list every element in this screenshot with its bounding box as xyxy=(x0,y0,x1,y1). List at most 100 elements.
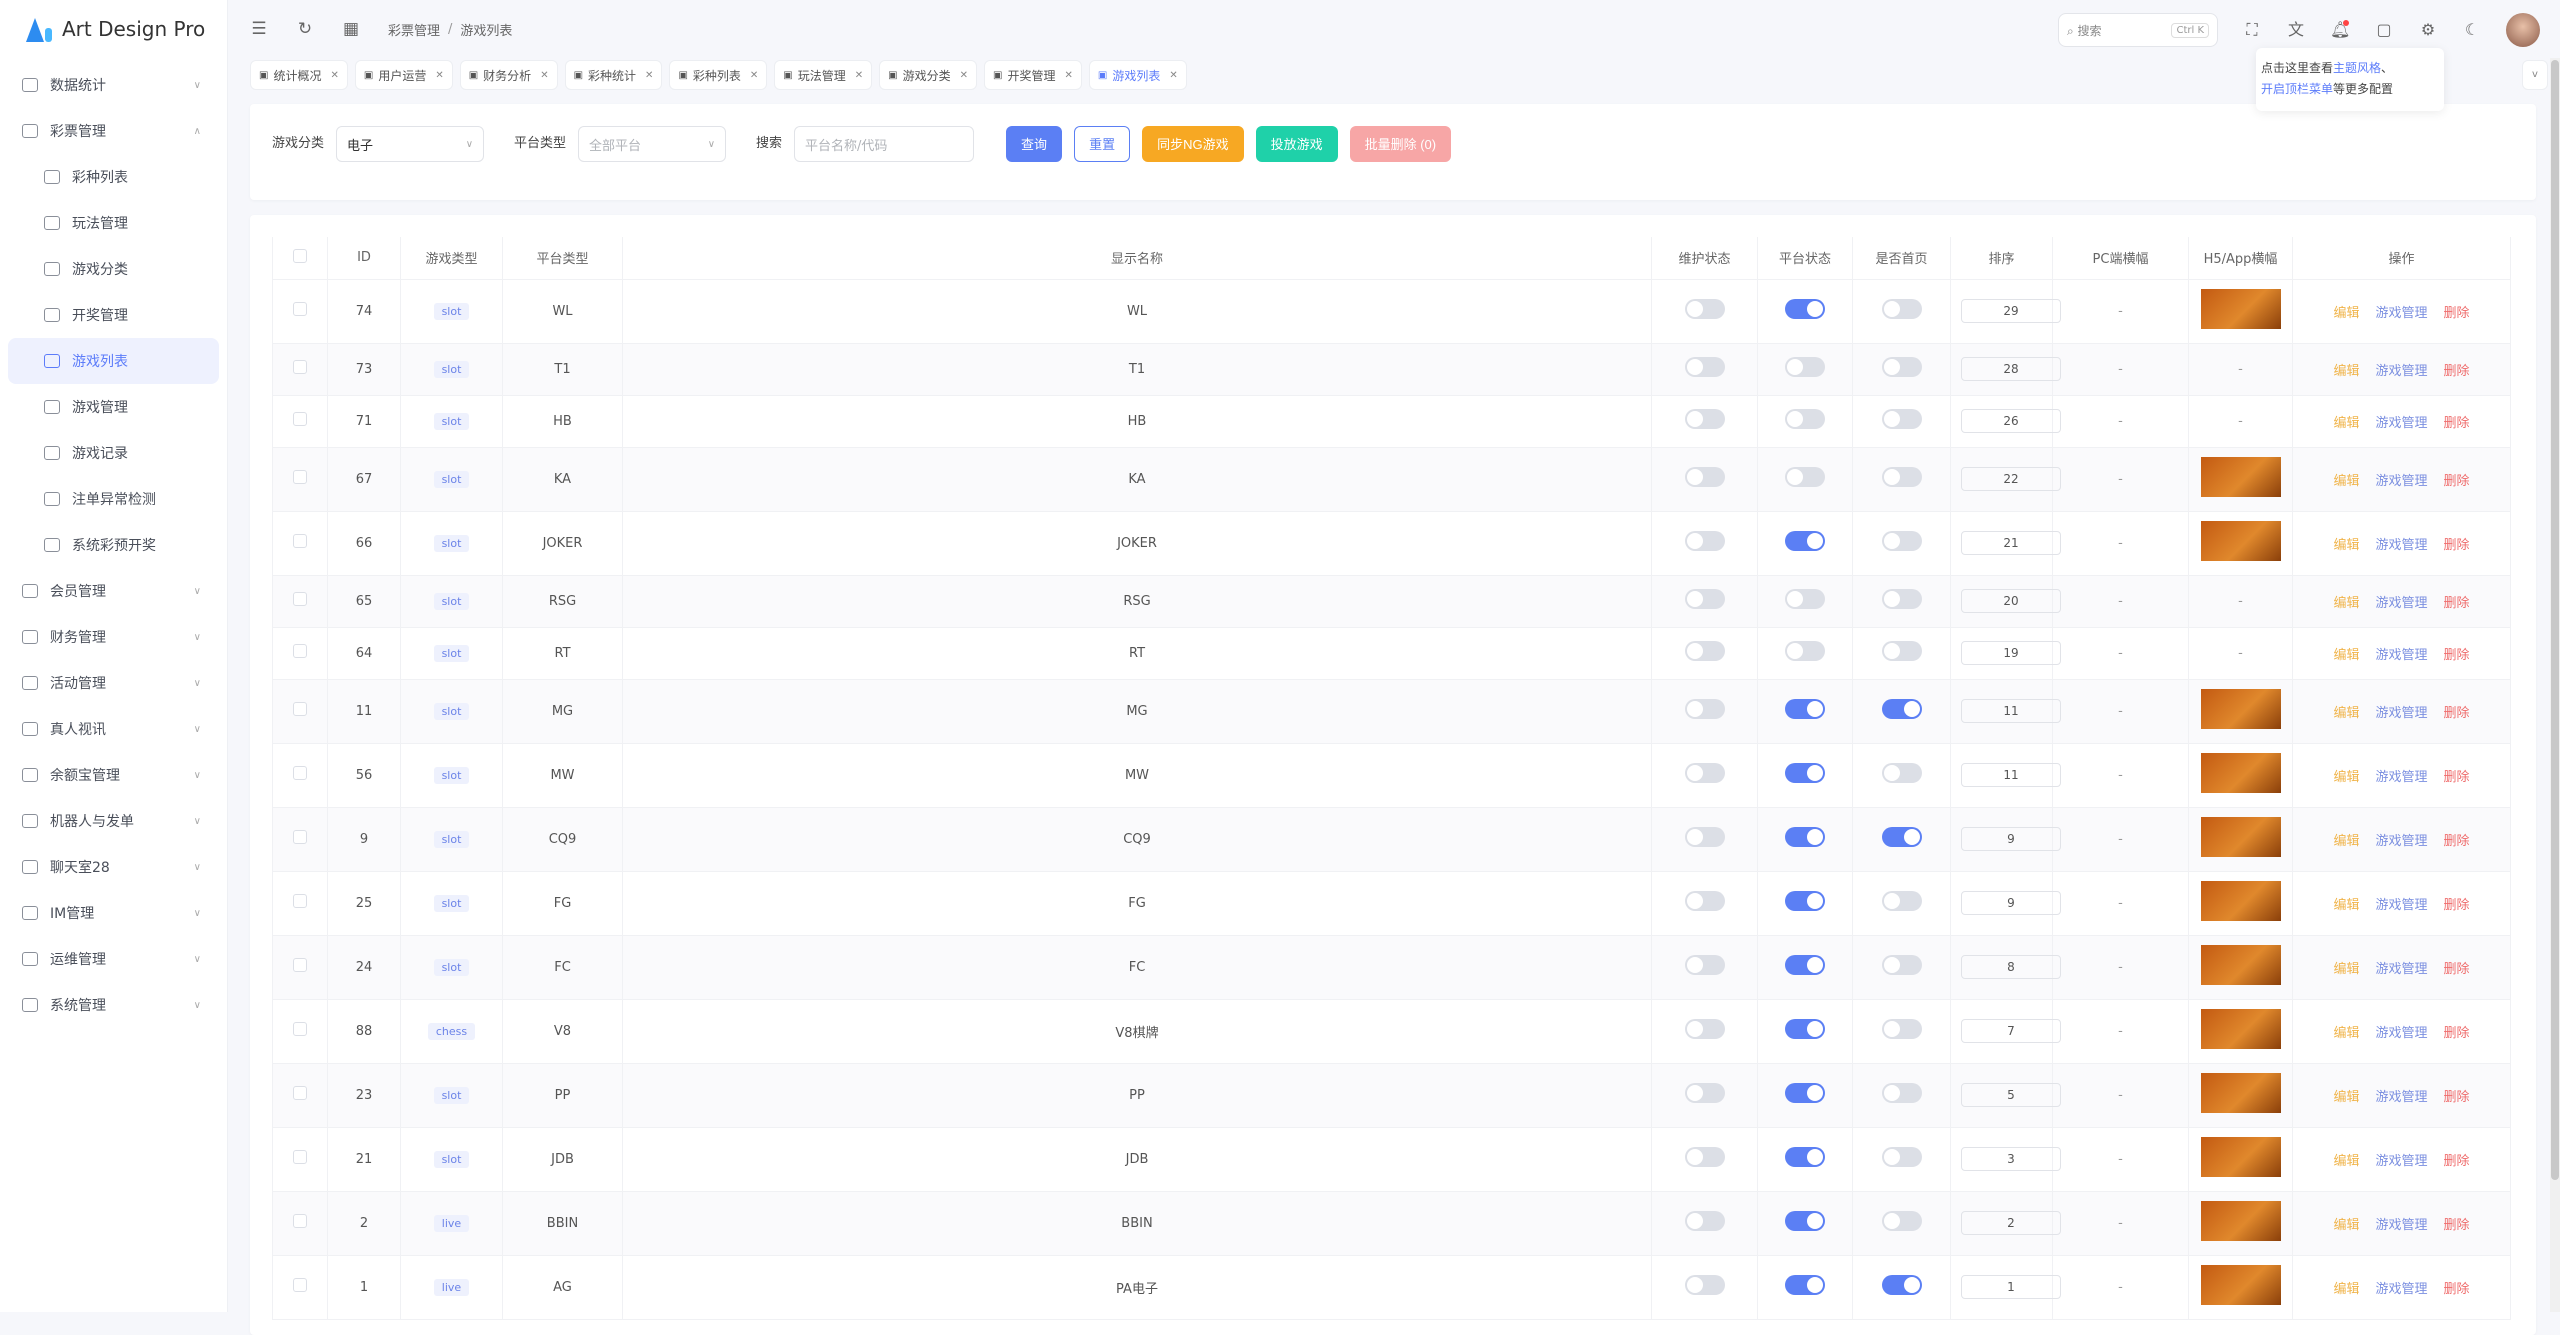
tab-item[interactable]: ▣ 统计概况 ✕ xyxy=(250,60,348,90)
sidebar-item[interactable]: 系统管理 ∨ xyxy=(0,982,227,1028)
scrollbar-thumb[interactable] xyxy=(2551,60,2559,1180)
sidebar-item[interactable]: 聊天室28 ∨ xyxy=(0,844,227,890)
delete-link[interactable]: 删除 xyxy=(2443,961,2470,977)
tab-item[interactable]: ▣ 玩法管理 ✕ xyxy=(774,60,873,90)
maintenance-toggle[interactable] xyxy=(1684,1275,1725,1295)
edit-link[interactable]: 编辑 xyxy=(2333,595,2360,611)
tab-item[interactable]: ▣ 游戏分类 ✕ xyxy=(879,60,978,90)
platform-status-toggle[interactable] xyxy=(1785,589,1825,609)
edit-link[interactable]: 编辑 xyxy=(2333,647,2360,663)
edit-link[interactable]: 编辑 xyxy=(2333,363,2360,379)
edit-link[interactable]: 编辑 xyxy=(2333,1025,2360,1041)
row-checkbox[interactable] xyxy=(293,470,307,484)
platform-status-toggle[interactable] xyxy=(1785,827,1825,847)
row-checkbox[interactable] xyxy=(293,958,307,972)
delete-link[interactable]: 删除 xyxy=(2443,1153,2470,1169)
row-checkbox[interactable] xyxy=(293,1214,307,1228)
game-manage-link[interactable]: 游戏管理 xyxy=(2375,415,2428,431)
tab-item[interactable]: ▣ 彩种统计 ✕ xyxy=(564,60,663,90)
game-manage-link[interactable]: 游戏管理 xyxy=(2375,705,2428,721)
homepage-toggle[interactable] xyxy=(1881,955,1922,975)
search-input[interactable]: 平台名称/代码 xyxy=(794,126,975,162)
sidebar-item[interactable]: 活动管理 ∨ xyxy=(0,660,227,706)
maintenance-toggle[interactable] xyxy=(1684,357,1725,377)
sidebar-item[interactable]: 游戏记录 xyxy=(0,430,227,476)
close-icon[interactable]: ✕ xyxy=(854,69,864,81)
close-icon[interactable]: ✕ xyxy=(749,69,759,81)
homepage-toggle[interactable] xyxy=(1881,827,1922,847)
breadcrumb-item[interactable]: 彩票管理 xyxy=(388,23,441,39)
global-search[interactable]: ⌕ 搜索 Ctrl K xyxy=(2058,13,2218,47)
sort-input[interactable]: 2 xyxy=(1961,1211,2061,1235)
banner-thumbnail[interactable] xyxy=(2200,945,2281,985)
game-manage-link[interactable]: 游戏管理 xyxy=(2375,1217,2428,1233)
homepage-toggle[interactable] xyxy=(1881,763,1922,783)
game-manage-link[interactable]: 游戏管理 xyxy=(2375,961,2428,977)
banner-thumbnail[interactable] xyxy=(2200,881,2281,921)
row-checkbox[interactable] xyxy=(293,644,307,658)
sort-input[interactable]: 7 xyxy=(1961,1019,2061,1043)
close-icon[interactable]: ✕ xyxy=(540,69,549,81)
sidebar-item[interactable]: IM管理 ∨ xyxy=(0,890,227,936)
game-manage-link[interactable]: 游戏管理 xyxy=(2375,769,2428,785)
maintenance-toggle[interactable] xyxy=(1684,531,1725,551)
banner-thumbnail[interactable] xyxy=(2200,689,2281,729)
launch-games-button[interactable]: 投放游戏 xyxy=(1255,126,1338,162)
banner-thumbnail[interactable] xyxy=(2200,1201,2281,1241)
dark-mode-icon[interactable]: ☾ xyxy=(2464,20,2480,39)
platform-status-toggle[interactable] xyxy=(1785,1083,1825,1103)
sidebar-item[interactable]: 会员管理 ∨ xyxy=(0,568,227,614)
game-manage-link[interactable]: 游戏管理 xyxy=(2375,1025,2428,1041)
delete-link[interactable]: 删除 xyxy=(2443,769,2470,785)
platform-status-toggle[interactable] xyxy=(1785,299,1825,319)
platform-status-toggle[interactable] xyxy=(1785,467,1825,487)
delete-link[interactable]: 删除 xyxy=(2443,897,2470,913)
game-manage-link[interactable]: 游戏管理 xyxy=(2375,647,2428,663)
game-manage-link[interactable]: 游戏管理 xyxy=(2375,363,2428,379)
maintenance-toggle[interactable] xyxy=(1684,1211,1725,1231)
row-checkbox[interactable] xyxy=(293,702,307,716)
row-checkbox[interactable] xyxy=(293,1086,307,1100)
game-manage-link[interactable]: 游戏管理 xyxy=(2375,305,2428,321)
tab-item[interactable]: ▣ 开奖管理 ✕ xyxy=(984,60,1082,90)
close-icon[interactable]: ✕ xyxy=(1064,69,1073,81)
fullscreen-icon[interactable]: ⛶ xyxy=(2246,20,2258,39)
banner-thumbnail[interactable] xyxy=(2200,753,2281,793)
sidebar-item[interactable]: 彩种列表 xyxy=(0,154,227,200)
row-checkbox[interactable] xyxy=(293,412,307,426)
row-checkbox[interactable] xyxy=(293,360,307,374)
menu-toggle-icon[interactable]: ☰ xyxy=(251,19,267,39)
homepage-toggle[interactable] xyxy=(1881,1147,1922,1167)
sidebar-item[interactable]: 财务管理 ∨ xyxy=(0,614,227,660)
edit-link[interactable]: 编辑 xyxy=(2333,833,2360,849)
delete-link[interactable]: 删除 xyxy=(2443,305,2470,321)
platform-status-toggle[interactable] xyxy=(1785,357,1825,377)
maintenance-toggle[interactable] xyxy=(1684,1019,1725,1039)
select-all-checkbox[interactable] xyxy=(293,248,307,263)
platform-status-toggle[interactable] xyxy=(1785,641,1825,661)
sidebar-item[interactable]: 开奖管理 xyxy=(0,292,227,338)
banner-thumbnail[interactable] xyxy=(2200,817,2281,857)
sort-input[interactable]: 29 xyxy=(1961,299,2061,323)
game-manage-link[interactable]: 游戏管理 xyxy=(2375,1089,2428,1105)
delete-link[interactable]: 删除 xyxy=(2443,647,2470,663)
delete-link[interactable]: 删除 xyxy=(2443,415,2470,431)
homepage-toggle[interactable] xyxy=(1881,467,1922,487)
banner-thumbnail[interactable] xyxy=(2200,457,2281,497)
platform-status-toggle[interactable] xyxy=(1785,1211,1825,1231)
platform-status-toggle[interactable] xyxy=(1785,1147,1825,1167)
maintenance-toggle[interactable] xyxy=(1684,699,1725,719)
reset-button[interactable]: 重置 xyxy=(1074,126,1131,162)
game-manage-link[interactable]: 游戏管理 xyxy=(2375,1281,2428,1297)
edit-link[interactable]: 编辑 xyxy=(2333,537,2360,553)
maintenance-toggle[interactable] xyxy=(1684,467,1725,487)
refresh-icon[interactable]: ↻ xyxy=(297,19,313,39)
delete-link[interactable]: 删除 xyxy=(2443,363,2470,379)
maintenance-toggle[interactable] xyxy=(1684,827,1725,847)
delete-link[interactable]: 删除 xyxy=(2443,595,2470,611)
delete-link[interactable]: 删除 xyxy=(2443,1217,2470,1233)
sort-input[interactable]: 26 xyxy=(1961,409,2061,433)
game-manage-link[interactable]: 游戏管理 xyxy=(2375,833,2428,849)
sidebar-item[interactable]: 运维管理 ∨ xyxy=(0,936,227,982)
maintenance-toggle[interactable] xyxy=(1684,589,1725,609)
